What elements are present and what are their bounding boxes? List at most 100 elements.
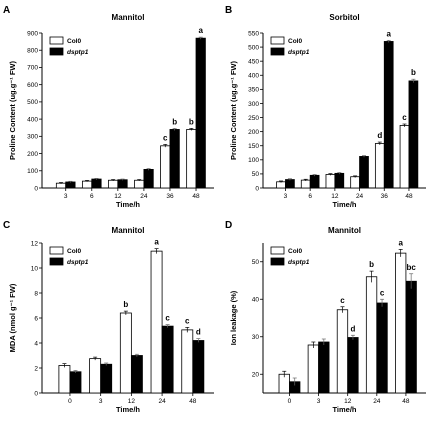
y-tick-label: 700	[27, 65, 38, 72]
y-tick-label: 450	[248, 58, 259, 65]
significance-label: c	[402, 113, 407, 122]
x-axis-title: Time/h	[116, 405, 140, 414]
x-tick-label: 48	[192, 193, 200, 200]
x-tick-label: 0	[288, 398, 292, 405]
x-tick-label: 24	[158, 398, 166, 405]
y-tick-label: 400	[248, 73, 259, 80]
significance-label: bc	[406, 263, 416, 272]
x-tick-label: 36	[381, 193, 389, 200]
bar-col0	[58, 365, 71, 394]
y-tick-label: 550	[248, 30, 259, 37]
bar-dsptp1	[192, 340, 205, 394]
bar-dsptp1	[69, 371, 82, 394]
x-tick-label: 6	[308, 193, 312, 200]
bar-col0	[186, 129, 197, 189]
legend-label-dsptp1: dsptp1	[288, 259, 310, 266]
x-tick-label: 12	[128, 398, 136, 405]
y-tick-label: 4	[34, 340, 38, 347]
bar-dsptp1	[100, 363, 113, 394]
y-tick-label: 800	[27, 48, 38, 55]
y-tick-label: 900	[27, 30, 38, 37]
x-tick-label: 24	[140, 193, 148, 200]
y-tick-label: 20	[252, 372, 260, 379]
significance-label: c	[163, 133, 168, 142]
x-tick-label: 3	[64, 193, 68, 200]
y-tick-label: 400	[27, 116, 38, 123]
x-tick-label: 0	[68, 398, 72, 405]
bar-col0	[89, 358, 102, 394]
y-tick-label: 50	[252, 259, 260, 266]
legend-swatch-dsptp1	[270, 47, 285, 56]
y-axis-title: Proline Content (ug.g⁻¹ FW)	[229, 61, 238, 160]
bar-col0	[150, 250, 163, 394]
bar-col0	[55, 182, 67, 189]
bar-col0	[336, 309, 349, 394]
x-tick-label: 48	[405, 193, 413, 200]
bar-dsptp1	[117, 179, 128, 189]
x-tick-label: 3	[317, 398, 321, 405]
y-axis-title: Ion leakage (%)	[229, 290, 238, 345]
y-tick-label: 30	[252, 334, 260, 341]
y-tick-label: 0	[34, 185, 38, 192]
significance-label: a	[154, 238, 159, 247]
y-tick-label: 0	[255, 185, 259, 192]
y-tick-label: 600	[27, 82, 38, 89]
significance-label: a	[198, 26, 203, 35]
x-tick-label: 12	[344, 398, 352, 405]
panel-title: Mannitol	[112, 226, 145, 235]
legend-swatch-col0	[270, 246, 285, 255]
bar-dsptp1	[309, 174, 320, 189]
x-tick-label: 24	[356, 193, 364, 200]
y-tick-label: 500	[248, 44, 259, 51]
bar-col0	[119, 312, 132, 394]
significance-label: d	[196, 328, 201, 337]
bar-dsptp1	[143, 168, 154, 189]
bar-dsptp1	[161, 325, 174, 394]
legend-swatch-dsptp1	[49, 257, 64, 266]
legend-label-dsptp1: dsptp1	[67, 49, 89, 56]
bar-col0	[365, 276, 378, 394]
panel-letter: A	[3, 5, 10, 16]
bar-dsptp1	[408, 80, 419, 189]
x-axis-title: Time/h	[332, 405, 356, 414]
significance-label: a	[398, 238, 403, 247]
bar-col0	[276, 181, 286, 189]
significance-label: c	[185, 316, 190, 325]
y-tick-label: 350	[248, 87, 259, 94]
significance-label: a	[386, 29, 391, 38]
y-tick-label: 12	[31, 240, 39, 247]
x-axis-title: Time/h	[332, 200, 356, 209]
bar-dsptp1	[359, 156, 369, 189]
legend-swatch-col0	[270, 36, 285, 45]
legend-label-col0: Col0	[67, 38, 81, 45]
significance-label: b	[369, 260, 374, 269]
x-axis-title: Time/h	[116, 200, 140, 209]
y-tick-label: 40	[252, 297, 260, 304]
y-tick-label: 100	[248, 157, 259, 164]
bar-col0	[325, 174, 336, 189]
bar-dsptp1	[65, 181, 76, 189]
x-tick-label: 12	[114, 193, 122, 200]
bar-col0	[307, 344, 319, 394]
panel-letter: C	[3, 220, 10, 231]
bar-dsptp1	[91, 178, 102, 189]
y-tick-label: 500	[27, 99, 38, 106]
significance-label: c	[380, 288, 385, 297]
y-tick-label: 6	[34, 315, 38, 322]
y-tick-label: 2	[34, 365, 38, 372]
x-tick-label: 24	[373, 398, 381, 405]
bar-col0	[81, 180, 93, 189]
bar-dsptp1	[169, 129, 180, 189]
x-tick-label: 3	[284, 193, 288, 200]
legend-swatch-dsptp1	[49, 47, 64, 56]
legend-swatch-dsptp1	[270, 257, 285, 266]
x-tick-label: 12	[331, 193, 339, 200]
y-tick-label: 8	[34, 290, 38, 297]
bar-dsptp1	[347, 337, 359, 394]
y-tick-label: 300	[27, 134, 38, 141]
x-tick-label: 36	[166, 193, 174, 200]
significance-label: b	[411, 68, 416, 77]
bar-dsptp1	[195, 37, 206, 189]
